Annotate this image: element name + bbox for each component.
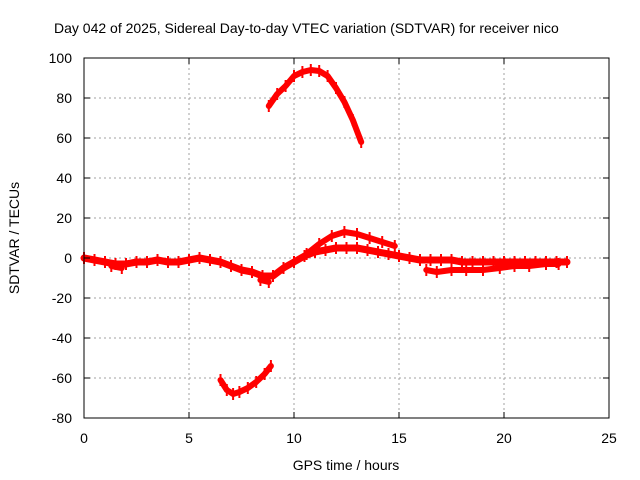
y-tick-label: 20	[56, 210, 72, 226]
y-tick-label: -80	[52, 410, 72, 426]
y-tick-labels: -80 -60 -40 -20 0 20 40 60 80 100	[49, 50, 73, 426]
series-line-secondary	[303, 229, 398, 257]
y-tick-label: 80	[56, 90, 72, 106]
y-tick-label: 60	[56, 130, 72, 146]
x-tick-label: 25	[601, 430, 617, 446]
x-tick-label: 0	[80, 430, 88, 446]
series-line-upper-arc	[265, 67, 365, 145]
x-tick-labels: 0 5 10 15 20 25	[80, 430, 617, 446]
series-line-secondary	[108, 263, 125, 271]
data-series	[80, 64, 571, 400]
x-tick-label: 15	[391, 430, 407, 446]
plot-frame	[83, 57, 610, 419]
series-line-lower-arc	[217, 363, 274, 397]
axis-ticks	[83, 57, 610, 419]
chart-title: Day 042 of 2025, Sidereal Day-to-day VTE…	[54, 20, 559, 36]
y-tick-label: 100	[49, 50, 73, 66]
x-tick-label: 20	[496, 430, 512, 446]
y-tick-label: -20	[52, 290, 72, 306]
y-axis-label: SDTVAR / TECUs	[6, 182, 22, 294]
x-tick-label: 10	[286, 430, 302, 446]
series-line-secondary	[257, 277, 272, 285]
y-tick-label: 40	[56, 170, 72, 186]
y-tick-label: -60	[52, 370, 72, 386]
y-tick-label: -40	[52, 330, 72, 346]
x-axis-label: GPS time / hours	[293, 457, 400, 473]
x-tick-label: 5	[185, 430, 193, 446]
grid-lines	[84, 58, 609, 418]
y-tick-label: 0	[64, 250, 72, 266]
series-line-secondary	[423, 261, 562, 275]
